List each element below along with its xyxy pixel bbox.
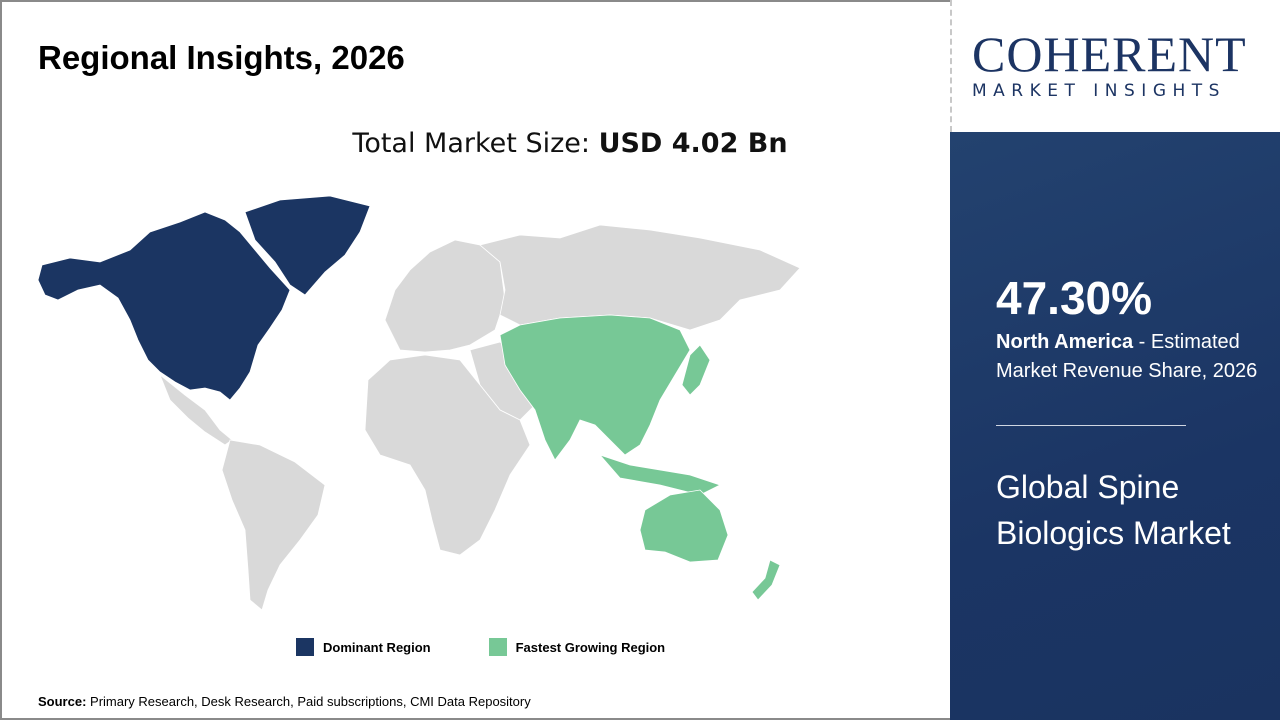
region-north-america bbox=[37, 211, 291, 401]
legend-item-dominant: Dominant Region bbox=[296, 638, 431, 656]
legend-swatch bbox=[296, 638, 314, 656]
region-australia bbox=[639, 489, 729, 563]
market-name: Global Spine Biologics Market bbox=[996, 469, 1231, 551]
total-market-size: Total Market Size: USD 4.02 Bn bbox=[0, 126, 1140, 162]
legend-label: Fastest Growing Region bbox=[515, 639, 666, 655]
region-europe bbox=[384, 239, 506, 353]
share-description: North America - Estimated Market Revenue… bbox=[996, 328, 1266, 386]
region-japan bbox=[681, 344, 711, 396]
region-central-america bbox=[159, 373, 233, 446]
world-map bbox=[37, 195, 801, 611]
divider bbox=[996, 425, 1186, 426]
page-title: Regional Insights, 2026 bbox=[38, 39, 405, 76]
region-africa bbox=[364, 354, 531, 556]
share-value: 47.30% bbox=[996, 272, 1153, 324]
insight-panel: 47.30% North America - Estimated Market … bbox=[950, 132, 1280, 720]
region-asia-pacific bbox=[499, 314, 691, 461]
map-legend: Dominant Region Fastest Growing Region bbox=[296, 638, 665, 656]
legend-swatch bbox=[488, 638, 507, 656]
source-note: Source: Primary Research, Desk Research,… bbox=[38, 694, 531, 710]
region-indonesia bbox=[598, 454, 722, 496]
region-new-zealand bbox=[751, 559, 781, 601]
share-region: North America bbox=[996, 331, 1134, 353]
source-text: Primary Research, Desk Research, Paid su… bbox=[86, 694, 531, 709]
logo-brand: COHERENT bbox=[972, 26, 1247, 82]
source-label: Source: bbox=[38, 694, 87, 709]
logo-tagline: MARKET INSIGHTS bbox=[972, 81, 1226, 101]
region-russia-north-asia bbox=[479, 224, 801, 331]
company-logo: COHERENT MARKET INSIGHTS bbox=[950, 0, 1280, 132]
total-value: USD 4.02 Bn bbox=[598, 128, 788, 159]
legend-item-fastest: Fastest Growing Region bbox=[488, 638, 666, 656]
region-south-america bbox=[221, 439, 326, 611]
legend-label: Dominant Region bbox=[323, 639, 431, 655]
total-label: Total Market Size: bbox=[352, 128, 599, 159]
region-greenland bbox=[244, 195, 371, 296]
share-desc-text: - Estimated Market Revenue Share, 2026 bbox=[996, 331, 1258, 382]
